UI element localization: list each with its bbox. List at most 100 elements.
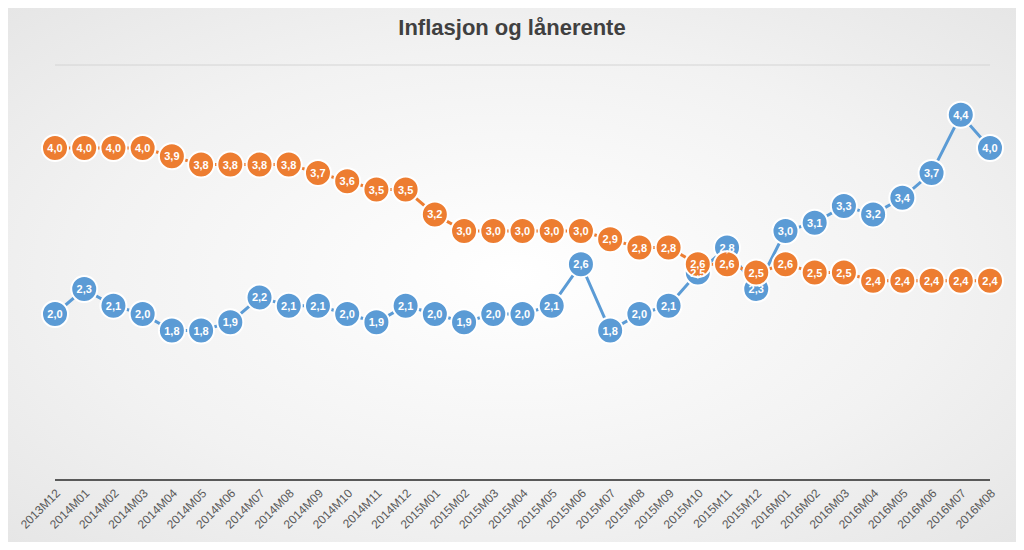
svg-text:2,0: 2,0 bbox=[135, 308, 150, 320]
svg-text:2014M07: 2014M07 bbox=[222, 486, 268, 532]
svg-text:2,4: 2,4 bbox=[865, 275, 881, 287]
svg-text:2015M01: 2015M01 bbox=[397, 486, 443, 532]
svg-text:2,0: 2,0 bbox=[486, 308, 501, 320]
svg-text:2,6: 2,6 bbox=[573, 258, 588, 270]
svg-text:2,1: 2,1 bbox=[106, 300, 121, 312]
svg-text:2,6: 2,6 bbox=[778, 258, 793, 270]
svg-text:2016M08: 2016M08 bbox=[953, 486, 999, 532]
svg-text:3,2: 3,2 bbox=[427, 208, 442, 220]
svg-text:1,8: 1,8 bbox=[164, 325, 179, 337]
svg-text:3,8: 3,8 bbox=[252, 159, 267, 171]
svg-text:2016M03: 2016M03 bbox=[806, 486, 853, 532]
svg-text:4,0: 4,0 bbox=[47, 142, 62, 154]
svg-text:3,2: 3,2 bbox=[865, 208, 880, 220]
svg-text:2014M02: 2014M02 bbox=[76, 486, 122, 532]
svg-text:2015M04: 2015M04 bbox=[485, 486, 531, 532]
svg-text:2,8: 2,8 bbox=[661, 242, 676, 254]
svg-text:4,4: 4,4 bbox=[953, 109, 969, 121]
svg-text:2,0: 2,0 bbox=[632, 308, 647, 320]
svg-text:2014M01: 2014M01 bbox=[47, 486, 93, 532]
svg-text:1,9: 1,9 bbox=[223, 316, 238, 328]
svg-text:2,5: 2,5 bbox=[807, 267, 822, 279]
svg-text:3,5: 3,5 bbox=[369, 184, 384, 196]
svg-text:2,1: 2,1 bbox=[661, 300, 676, 312]
svg-text:2014M10: 2014M10 bbox=[310, 486, 356, 532]
svg-text:2,9: 2,9 bbox=[603, 233, 618, 245]
svg-text:3,7: 3,7 bbox=[310, 167, 325, 179]
svg-text:3,0: 3,0 bbox=[515, 225, 530, 237]
svg-text:2014M04: 2014M04 bbox=[134, 486, 180, 532]
svg-text:2013M12: 2013M12 bbox=[17, 486, 64, 532]
svg-text:2015M03: 2015M03 bbox=[456, 486, 502, 532]
svg-text:2,1: 2,1 bbox=[310, 300, 325, 312]
svg-text:2,5: 2,5 bbox=[749, 267, 764, 279]
svg-text:2,0: 2,0 bbox=[340, 308, 355, 320]
svg-text:2,3: 2,3 bbox=[77, 283, 92, 295]
svg-text:2016M06: 2016M06 bbox=[894, 486, 940, 532]
html-text:Inflasjon og lånerente: Inflasjon og lånerente bbox=[398, 15, 626, 40]
svg-text:3,1: 3,1 bbox=[807, 217, 822, 229]
svg-text:2014M11: 2014M11 bbox=[339, 486, 385, 531]
svg-text:1,8: 1,8 bbox=[193, 325, 208, 337]
svg-text:1,8: 1,8 bbox=[603, 325, 618, 337]
svg-text:2,4: 2,4 bbox=[895, 275, 911, 287]
svg-text:3,0: 3,0 bbox=[486, 225, 501, 237]
svg-text:2014M08: 2014M08 bbox=[251, 486, 297, 532]
svg-text:2,5: 2,5 bbox=[690, 266, 706, 279]
svg-text:2,4: 2,4 bbox=[924, 275, 940, 287]
svg-text:2015M08: 2015M08 bbox=[602, 486, 648, 532]
svg-text:2,6: 2,6 bbox=[690, 258, 705, 270]
svg-text:2016M05: 2016M05 bbox=[865, 486, 911, 532]
svg-text:2,0: 2,0 bbox=[427, 308, 442, 320]
svg-text:2,0: 2,0 bbox=[515, 308, 530, 320]
svg-text:3,0: 3,0 bbox=[573, 225, 588, 237]
svg-text:4,0: 4,0 bbox=[77, 142, 92, 154]
svg-text:3,4: 3,4 bbox=[895, 192, 911, 204]
svg-text:2014M06: 2014M06 bbox=[193, 486, 239, 532]
svg-text:1,9: 1,9 bbox=[369, 316, 384, 328]
svg-text:3,9: 3,9 bbox=[164, 150, 179, 162]
svg-text:2,1: 2,1 bbox=[281, 300, 296, 312]
svg-text:2,1: 2,1 bbox=[544, 300, 559, 312]
svg-text:2015M02: 2015M02 bbox=[426, 486, 473, 532]
svg-text:2016M07: 2016M07 bbox=[923, 486, 969, 532]
svg-text:4,0: 4,0 bbox=[106, 142, 121, 154]
svg-text:3,8: 3,8 bbox=[281, 159, 296, 171]
svg-text:3,8: 3,8 bbox=[223, 159, 238, 171]
svg-text:2016M01: 2016M01 bbox=[748, 486, 794, 532]
svg-text:2015M06: 2015M06 bbox=[543, 486, 590, 532]
svg-text:2,5: 2,5 bbox=[836, 267, 851, 279]
svg-text:2015M12: 2015M12 bbox=[719, 486, 765, 532]
svg-text:2015M09: 2015M09 bbox=[631, 486, 677, 532]
svg-text:3,8: 3,8 bbox=[193, 159, 208, 171]
svg-text:2014M12: 2014M12 bbox=[368, 486, 414, 532]
svg-text:2014M05: 2014M05 bbox=[164, 486, 210, 532]
svg-text:2,6: 2,6 bbox=[719, 258, 734, 270]
svg-text:2016M04: 2016M04 bbox=[836, 486, 882, 532]
svg-text:2,2: 2,2 bbox=[252, 291, 267, 303]
svg-text:2014M03: 2014M03 bbox=[105, 486, 151, 532]
svg-text:2016M02: 2016M02 bbox=[777, 486, 823, 532]
svg-text:2015M07: 2015M07 bbox=[573, 486, 619, 532]
svg-text:4,0: 4,0 bbox=[982, 142, 997, 154]
svg-text:2014M09: 2014M09 bbox=[280, 486, 327, 532]
svg-text:2,4: 2,4 bbox=[982, 275, 998, 287]
svg-text:3,7: 3,7 bbox=[924, 167, 939, 179]
svg-text:2,8: 2,8 bbox=[632, 242, 647, 254]
svg-text:2,0: 2,0 bbox=[47, 308, 62, 320]
svg-text:3,5: 3,5 bbox=[398, 184, 413, 196]
svg-text:2,3: 2,3 bbox=[749, 283, 764, 295]
svg-text:3,3: 3,3 bbox=[836, 200, 851, 212]
svg-text:4,0: 4,0 bbox=[135, 142, 150, 154]
svg-text:2015M11: 2015M11 bbox=[690, 486, 736, 531]
svg-text:3,0: 3,0 bbox=[544, 225, 559, 237]
svg-text:2015M05: 2015M05 bbox=[514, 486, 560, 532]
svg-text:2,1: 2,1 bbox=[398, 300, 413, 312]
svg-text:3,0: 3,0 bbox=[456, 225, 471, 237]
svg-text:3,0: 3,0 bbox=[778, 225, 793, 237]
svg-text:2015M10: 2015M10 bbox=[660, 486, 706, 532]
svg-text:2,8: 2,8 bbox=[719, 242, 734, 254]
svg-text:2,4: 2,4 bbox=[953, 275, 969, 287]
svg-text:3,6: 3,6 bbox=[340, 175, 355, 187]
svg-text:1,9: 1,9 bbox=[456, 316, 471, 328]
